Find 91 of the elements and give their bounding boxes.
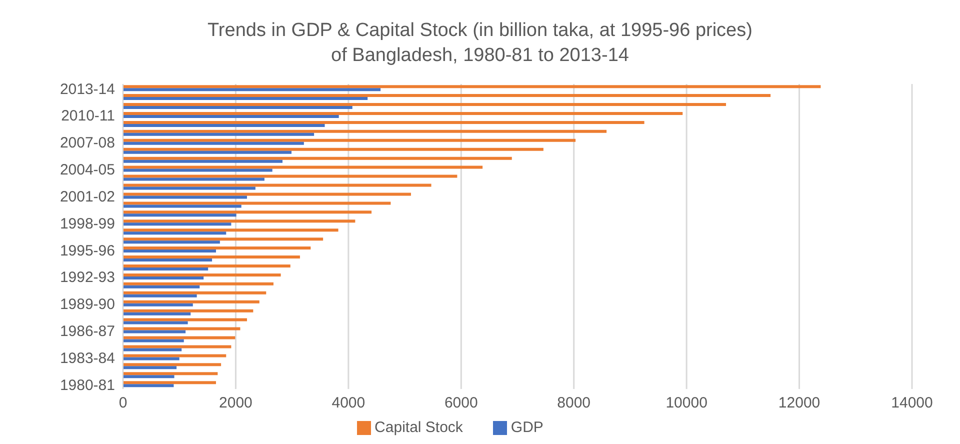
bar — [123, 112, 683, 115]
bar — [123, 321, 188, 324]
bar — [123, 339, 184, 342]
bar — [123, 85, 821, 88]
bar — [123, 303, 193, 306]
bar — [123, 240, 220, 244]
y-tick-label: 1980-81 — [60, 376, 115, 394]
y-tick-label: 1983-84 — [60, 350, 115, 367]
legend-label: Capital Stock — [374, 419, 463, 436]
bar — [123, 204, 242, 208]
bar — [123, 300, 260, 304]
bar — [123, 178, 264, 181]
bar — [123, 88, 381, 92]
bar — [123, 267, 208, 270]
bar — [123, 138, 576, 142]
bar — [123, 282, 274, 286]
y-tick-label: 2004-05 — [60, 162, 115, 179]
x-tick-label: 8000 — [557, 394, 591, 412]
bar — [123, 238, 324, 241]
bar — [123, 312, 191, 316]
y-tick-label: 2001-02 — [60, 188, 115, 206]
bar — [123, 142, 304, 145]
legend-label: GDP — [510, 419, 544, 436]
bar — [123, 366, 177, 370]
x-tick-label: 0 — [118, 394, 128, 412]
bar — [123, 97, 368, 100]
y-tick-label: 2010-11 — [61, 108, 115, 125]
bar — [123, 372, 218, 376]
x-tick-label: 6000 — [444, 394, 478, 412]
y-tick-label: 1995-96 — [60, 242, 115, 260]
bar — [123, 348, 182, 352]
chart-title: Trends in GDP & Capital Stock (in billion taka, at 1995-96 prices) of Bangladesh, 1980-81 to 2013-14 — [206, 19, 754, 68]
bar — [123, 166, 483, 169]
x-tick-label: 2000 — [219, 394, 252, 412]
bar — [123, 294, 197, 298]
bar — [123, 168, 272, 172]
bar — [123, 196, 247, 199]
bar — [123, 246, 311, 250]
bar — [123, 258, 212, 262]
bar — [123, 327, 240, 330]
bar — [123, 106, 352, 110]
y-tick-label: 1989-90 — [60, 296, 115, 314]
bar — [123, 186, 256, 190]
x-tick-label: 14000 — [891, 394, 933, 412]
bar — [123, 309, 254, 312]
bar — [123, 132, 314, 136]
bar — [123, 120, 644, 124]
bar — [123, 130, 607, 133]
x-tick-label: 12000 — [778, 394, 820, 412]
bar — [123, 174, 458, 178]
bar — [123, 228, 338, 232]
bar — [123, 184, 432, 187]
bar — [123, 232, 226, 235]
x-tick-label: 4000 — [332, 394, 366, 412]
bar — [123, 94, 771, 98]
bar — [123, 160, 282, 163]
bar — [123, 381, 216, 384]
bar — [123, 124, 325, 127]
bar — [123, 114, 339, 118]
bar — [123, 214, 236, 217]
bar — [123, 210, 372, 214]
bar — [123, 291, 266, 294]
bar — [123, 148, 544, 151]
y-tick-label: 2013-14 — [60, 80, 115, 98]
bar — [123, 363, 222, 366]
bar — [123, 103, 726, 106]
bar — [123, 285, 200, 288]
bar — [123, 354, 226, 358]
y-tick-label: 1986-87 — [60, 323, 115, 340]
bar — [123, 250, 216, 253]
x-tick-label: 10000 — [666, 394, 708, 412]
y-tick-label: 1998-99 — [60, 215, 115, 232]
bar — [123, 192, 411, 196]
bar — [123, 264, 290, 268]
y-tick-label: 1992-93 — [60, 269, 115, 286]
bar — [123, 384, 174, 388]
y-tick-label: 2007-08 — [60, 134, 115, 152]
bar — [123, 336, 236, 340]
bar — [123, 202, 391, 205]
bar — [123, 330, 186, 334]
bar — [123, 256, 300, 259]
bar — [123, 345, 232, 348]
bar — [123, 273, 281, 276]
bar — [123, 276, 204, 280]
bar — [123, 150, 292, 154]
bar — [123, 220, 356, 223]
bar — [123, 375, 174, 378]
bar — [123, 318, 247, 322]
bar — [123, 357, 180, 360]
bar — [123, 222, 232, 226]
bar — [123, 156, 512, 160]
